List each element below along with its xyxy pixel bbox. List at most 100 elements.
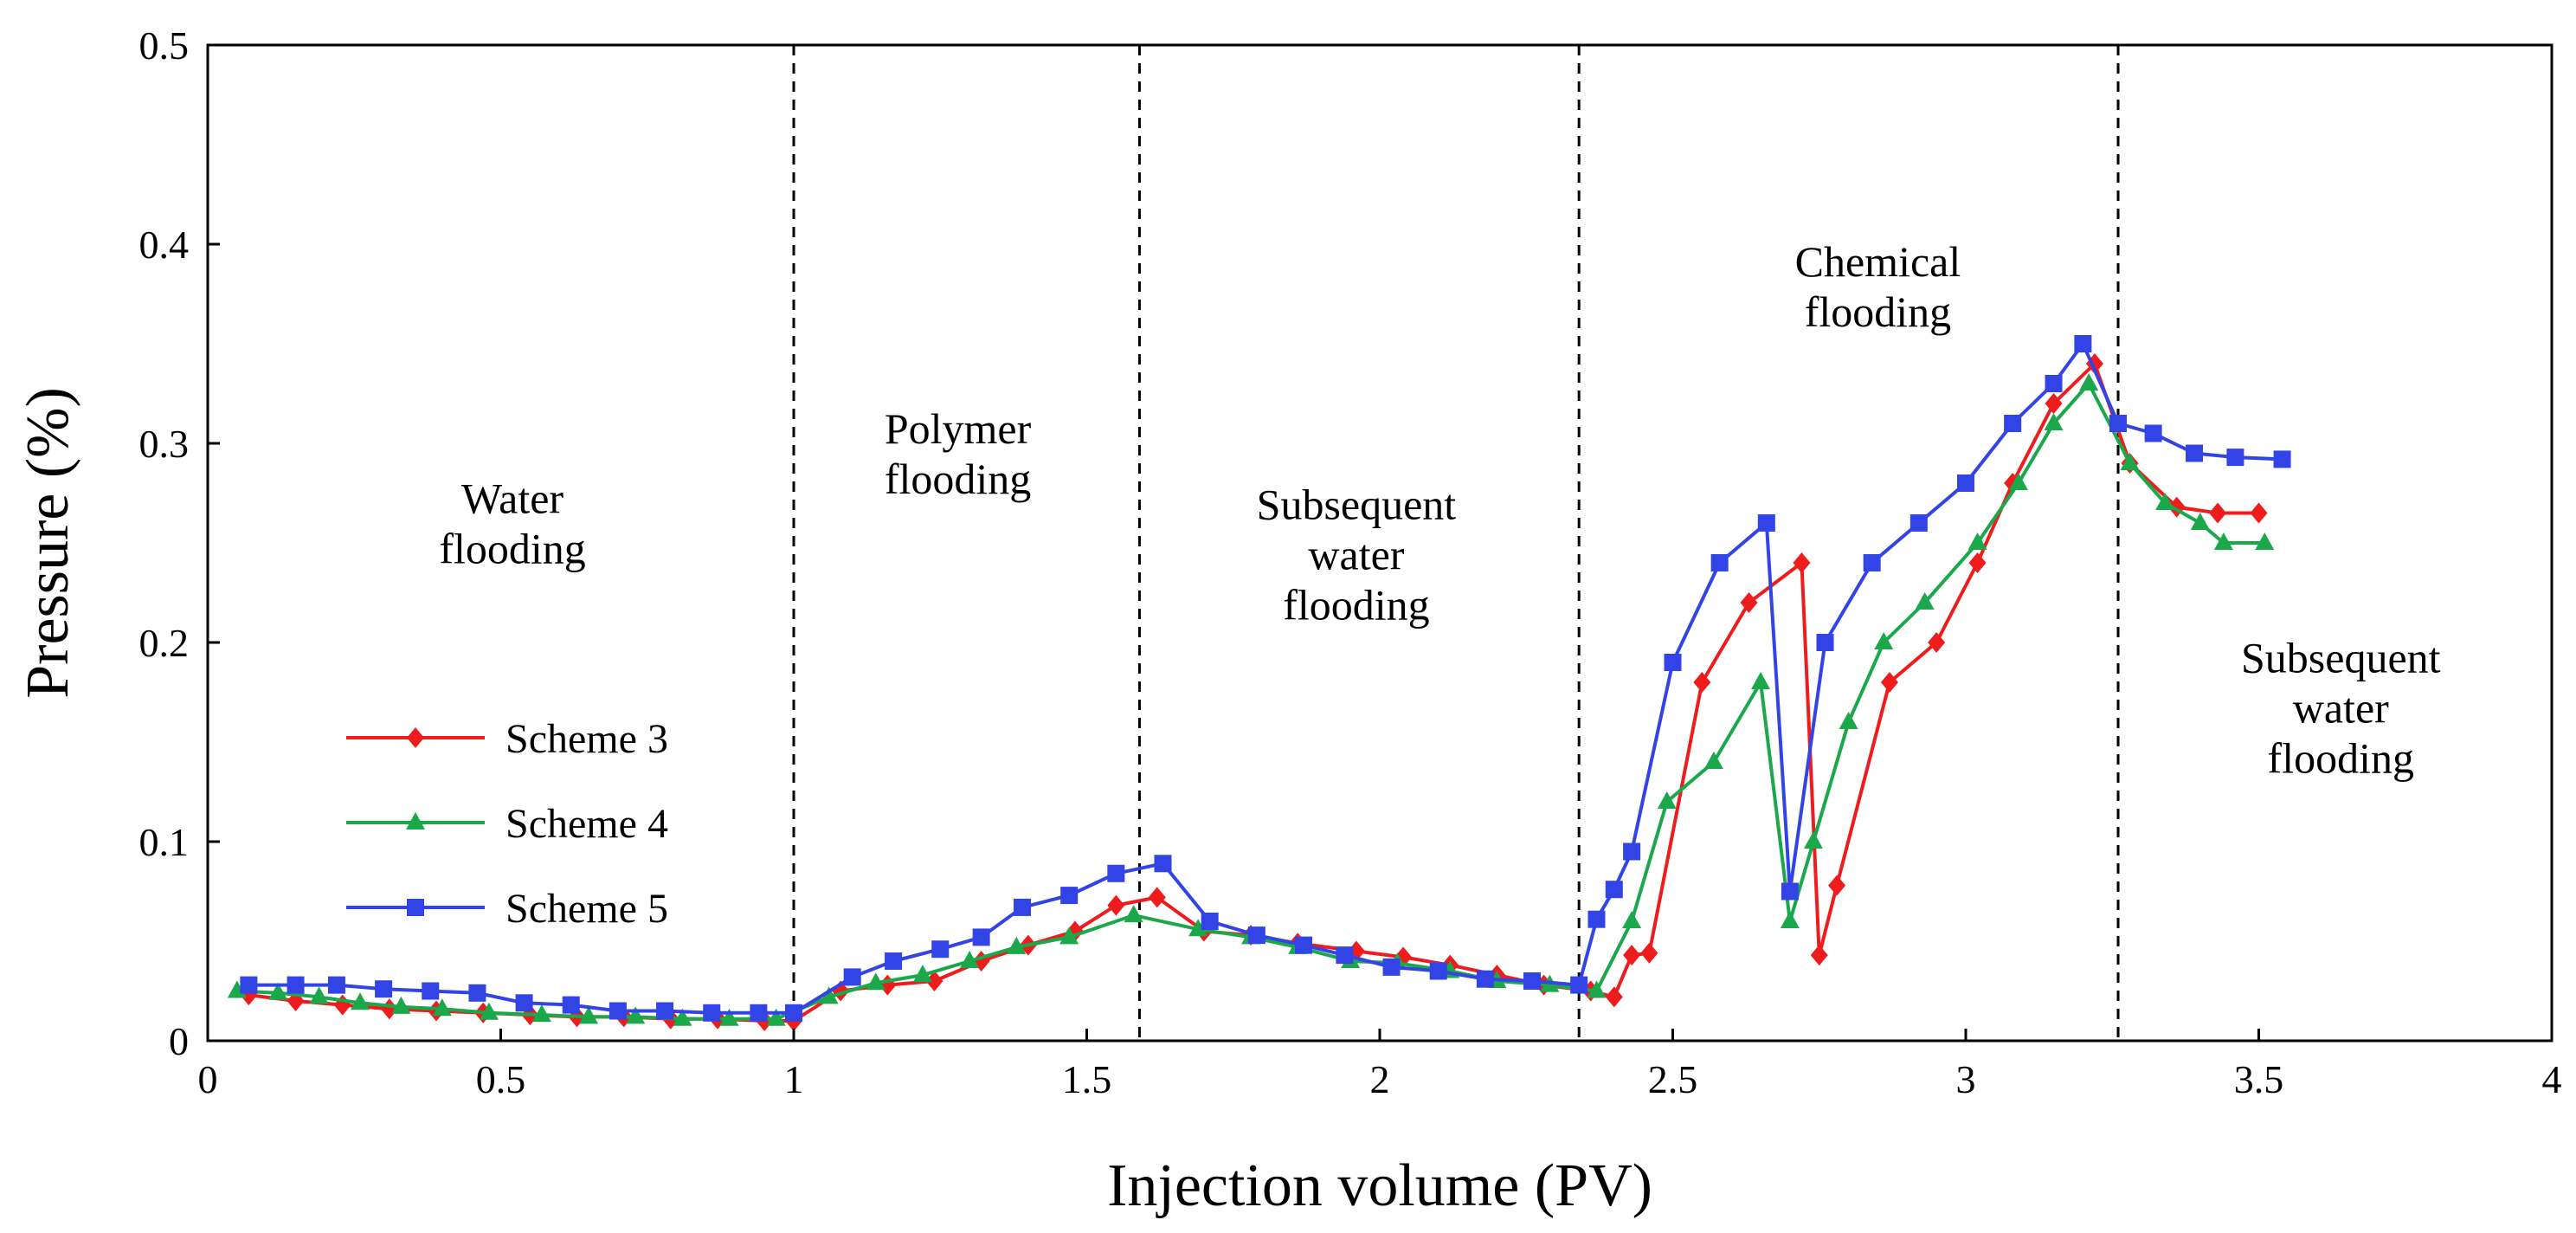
data-point — [1909, 514, 1928, 532]
legend-label: Scheme 4 — [506, 801, 668, 847]
data-point — [2190, 513, 2210, 530]
data-point — [2120, 453, 2140, 470]
data-point — [1751, 672, 1771, 689]
data-point — [2074, 335, 2092, 352]
data-point — [703, 1004, 721, 1022]
data-point — [2004, 415, 2022, 432]
legend-label: Scheme 5 — [506, 886, 668, 932]
data-point — [1007, 936, 1027, 954]
data-point — [2226, 449, 2244, 467]
data-point — [406, 812, 425, 830]
data-point — [912, 965, 932, 983]
data-point — [1757, 514, 1775, 532]
data-point — [1154, 855, 1172, 873]
stage-label-5: flooding — [2268, 734, 2414, 783]
data-point — [1429, 962, 1447, 980]
x-tick-label: 2 — [1370, 1057, 1390, 1101]
data-point — [1863, 554, 1881, 571]
x-tick-label: 1 — [784, 1057, 804, 1101]
x-tick-label: 2.5 — [1648, 1057, 1698, 1101]
data-point — [843, 968, 861, 986]
data-point — [1247, 926, 1265, 945]
data-point — [1336, 946, 1354, 965]
data-point — [375, 980, 393, 998]
data-point — [1059, 926, 1079, 945]
data-point — [1693, 672, 1711, 693]
data-point — [2186, 444, 2204, 462]
data-point — [407, 727, 424, 748]
stage-label-2: flooding — [885, 455, 1031, 503]
data-point — [1874, 632, 1894, 649]
data-point — [1781, 882, 1799, 901]
series-scheme-5 — [240, 335, 2291, 1022]
data-point — [1928, 632, 1946, 653]
x-tick-label: 1.5 — [1062, 1057, 1112, 1101]
data-point — [750, 1004, 768, 1022]
data-point — [515, 994, 533, 1012]
series-layer — [227, 335, 2291, 1031]
y-tick-label: 0.3 — [139, 422, 190, 466]
data-point — [972, 928, 990, 946]
data-point — [1476, 970, 1494, 988]
data-point — [866, 972, 886, 991]
x-tick-label: 0.5 — [476, 1057, 526, 1101]
y-tick-label: 0.1 — [139, 820, 190, 864]
data-point — [819, 986, 839, 1004]
data-point — [1968, 552, 1987, 573]
data-point — [240, 976, 258, 994]
data-point — [656, 1002, 674, 1020]
data-point — [2209, 502, 2227, 524]
y-tick-label: 0 — [169, 1019, 189, 1063]
legend-label: Scheme 3 — [506, 716, 668, 762]
data-point — [422, 982, 440, 1000]
data-point — [1793, 552, 1811, 573]
data-point — [468, 984, 486, 1002]
axes-layer: 0 0.5 1 1.5 2 2.5 3 3.5 4 0 0.1 0.2 0.3 0.4 0.5 — [139, 23, 2562, 1101]
data-point — [2255, 533, 2275, 550]
data-point — [327, 976, 345, 994]
data-point — [351, 992, 370, 1010]
stage-boundaries — [792, 45, 2120, 1041]
stage-label-1: flooding — [439, 525, 585, 573]
x-tick-label: 3 — [1956, 1057, 1976, 1101]
data-point — [531, 1004, 551, 1023]
data-point — [1605, 881, 1623, 899]
data-point — [1587, 910, 1606, 928]
stage-labels: WaterfloodingPolymerfloodingSubsequentwa… — [439, 237, 2440, 783]
stage-label-3: water — [1308, 530, 1404, 578]
data-point — [1828, 875, 1846, 896]
data-point — [2079, 373, 2099, 391]
data-point — [931, 940, 950, 959]
data-point — [885, 952, 903, 970]
data-point — [432, 998, 452, 1017]
x-tick-label: 0 — [198, 1057, 218, 1101]
data-point — [609, 1002, 627, 1020]
stage-label-3: flooding — [1283, 580, 1429, 629]
data-point — [2008, 473, 2028, 490]
data-point — [1664, 654, 1682, 671]
data-point — [1657, 791, 1677, 809]
data-point — [1107, 864, 1125, 882]
data-point — [562, 996, 580, 1014]
data-point — [766, 1008, 786, 1026]
data-point — [2213, 533, 2233, 550]
data-point — [2144, 424, 2162, 442]
data-point — [2109, 415, 2128, 432]
data-point — [1810, 945, 1828, 966]
data-point — [1523, 972, 1542, 990]
data-point — [2250, 502, 2268, 524]
data-point — [1803, 831, 1823, 849]
data-point — [925, 971, 943, 991]
data-point — [1570, 976, 1588, 994]
data-point — [1710, 554, 1729, 571]
data-point — [673, 1008, 692, 1026]
data-point — [626, 1006, 646, 1024]
data-point — [1640, 942, 1658, 964]
data-point — [1915, 592, 1935, 610]
data-point — [1107, 894, 1125, 916]
x-tick-label: 4 — [2542, 1057, 2562, 1101]
data-point — [2045, 375, 2063, 392]
data-point — [1148, 887, 1166, 908]
